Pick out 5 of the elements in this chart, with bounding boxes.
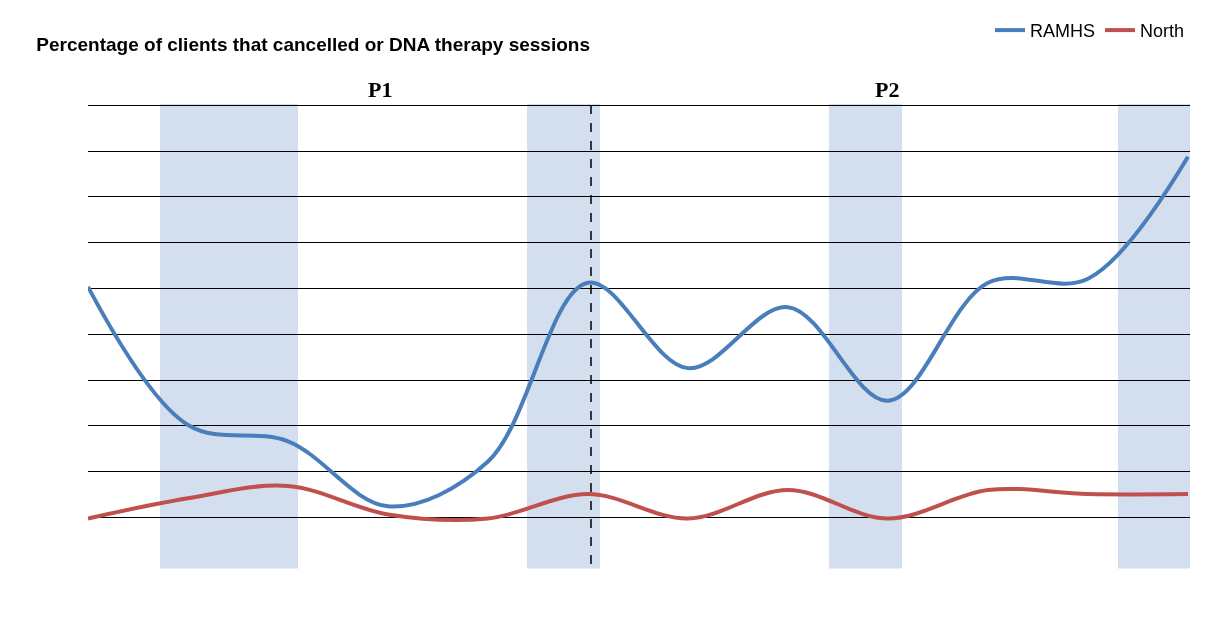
- legend-label: North: [1140, 21, 1185, 42]
- legend-label: RAMHS: [1030, 21, 1096, 42]
- text: P1: [368, 77, 393, 102]
- text: P2: [875, 77, 900, 102]
- chart-title: Percentage of clients that cancelled or DNA therapy sessions: [36, 33, 590, 55]
